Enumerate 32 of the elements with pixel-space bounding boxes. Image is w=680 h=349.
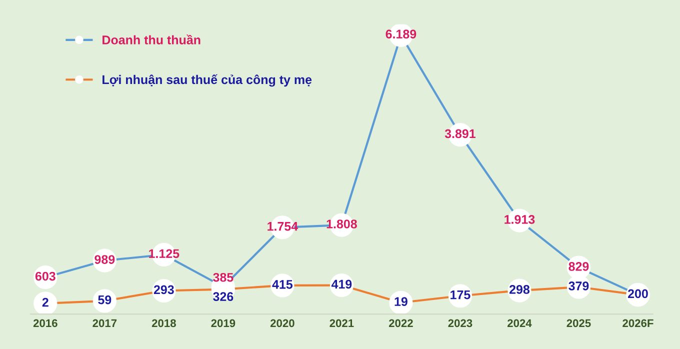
data-label: 293 bbox=[154, 285, 174, 294]
data-label: 419 bbox=[331, 280, 352, 289]
x-tick-label: 2021 bbox=[330, 319, 354, 328]
x-tick-label: 2020 bbox=[270, 319, 294, 328]
x-tick-label: 2016 bbox=[33, 319, 58, 328]
data-label: 603 bbox=[35, 272, 56, 281]
data-label: 1.808 bbox=[326, 220, 357, 228]
data-label: 3.891 bbox=[444, 129, 476, 138]
legend-label: Lợi nhuận sau thuế của công ty mẹ bbox=[102, 74, 312, 87]
data-label: 829 bbox=[568, 262, 589, 271]
x-tick-label: 2022 bbox=[388, 319, 413, 328]
data-label: 59 bbox=[98, 295, 112, 304]
data-label: 175 bbox=[450, 290, 470, 300]
x-tick-label: 2023 bbox=[448, 319, 472, 328]
data-label: 1.125 bbox=[149, 249, 180, 258]
data-label: 298 bbox=[509, 285, 530, 294]
x-tick-label: 2017 bbox=[92, 319, 117, 328]
x-tick-label: 2025 bbox=[566, 319, 591, 328]
x-tick-label: 2019 bbox=[211, 319, 236, 328]
data-label: 989 bbox=[94, 255, 115, 264]
data-label: 2 bbox=[42, 298, 48, 307]
x-tick-label: 2026F bbox=[622, 319, 654, 328]
data-label: 379 bbox=[568, 282, 589, 290]
x-tick-label: 2024 bbox=[508, 319, 532, 328]
data-label: 200 bbox=[628, 289, 648, 298]
data-label: 6.189 bbox=[386, 30, 416, 39]
data-label: 19 bbox=[394, 297, 408, 306]
x-tick-label: 2018 bbox=[152, 319, 176, 328]
legend-label: Doanh thu thuần bbox=[102, 34, 200, 44]
data-label: 1.913 bbox=[504, 215, 535, 224]
data-label: 1.754 bbox=[268, 222, 298, 231]
data-label: 415 bbox=[272, 280, 293, 289]
